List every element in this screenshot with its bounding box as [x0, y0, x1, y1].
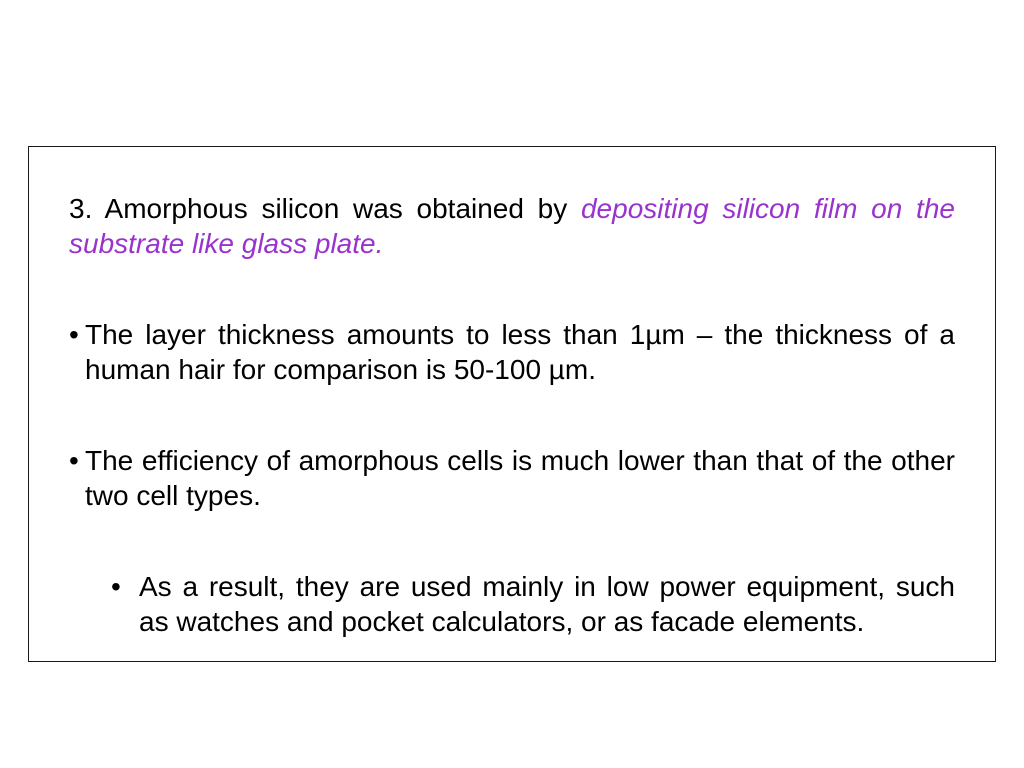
slide-content-box: 3. Amorphous silicon was obtained by dep… — [28, 146, 996, 662]
intro-text-black: 3. Amorphous silicon was obtained by — [69, 193, 581, 224]
bullet-list: The layer thickness amounts to less than… — [69, 317, 955, 513]
intro-paragraph: 3. Amorphous silicon was obtained by dep… — [69, 191, 955, 261]
list-item: The layer thickness amounts to less than… — [69, 317, 955, 387]
list-item: The efficiency of amorphous cells is muc… — [69, 443, 955, 513]
list-item: As a result, they are used mainly in low… — [105, 569, 955, 639]
sub-bullet-list: As a result, they are used mainly in low… — [105, 569, 955, 639]
